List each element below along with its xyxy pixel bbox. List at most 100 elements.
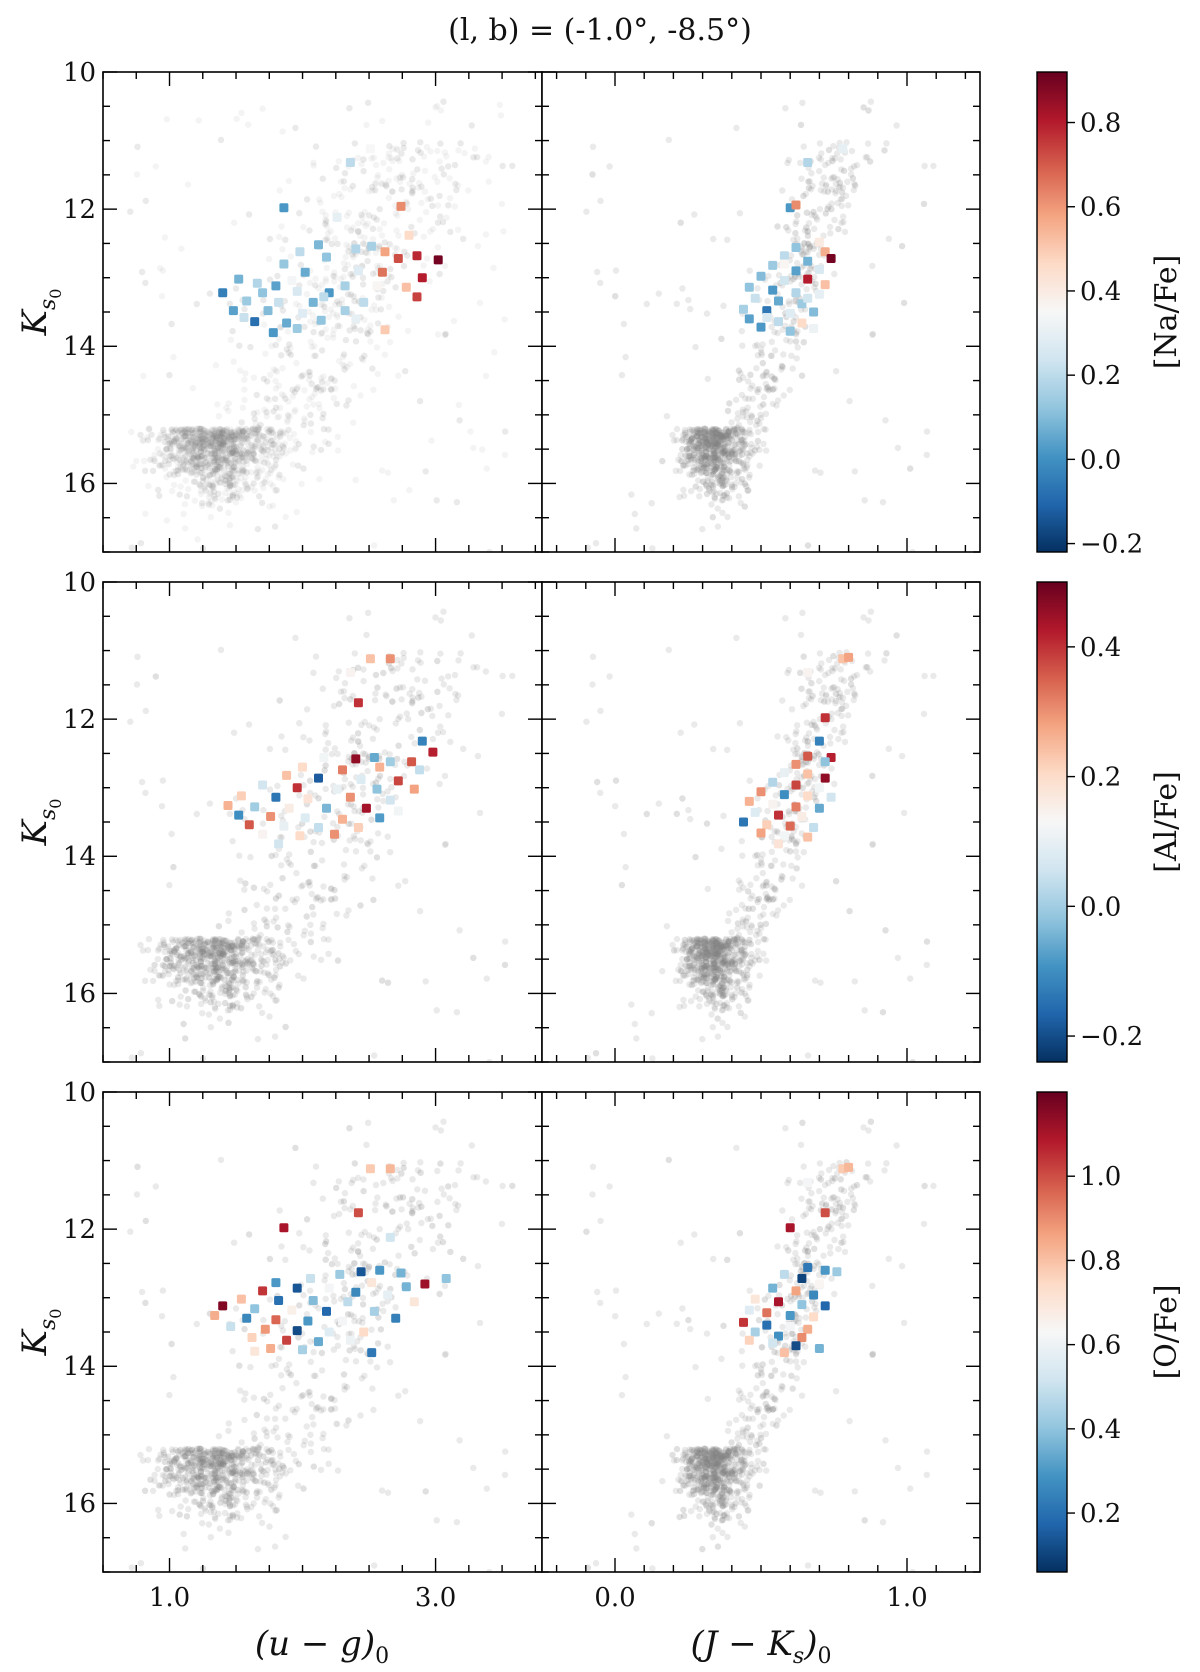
background-point: [465, 187, 472, 194]
background-point: [311, 343, 318, 350]
background-point: [277, 429, 284, 436]
background-point: [147, 431, 155, 438]
background-point: [223, 432, 230, 440]
background-point: [281, 440, 288, 447]
background-point: [261, 479, 268, 486]
background-point: [364, 331, 372, 338]
background-point: [256, 442, 263, 449]
background-point: [218, 430, 226, 437]
background-point: [754, 437, 762, 445]
background-point: [800, 143, 807, 150]
background-point: [826, 223, 834, 231]
background-point: [216, 439, 224, 446]
background-point: [195, 442, 202, 449]
background-point: [205, 481, 213, 488]
figure-title: (l, b) = (-1.0°, -8.5°): [448, 13, 752, 48]
background-point: [835, 225, 842, 233]
background-point: [212, 459, 219, 466]
background-point: [724, 236, 731, 243]
background-point: [237, 367, 244, 374]
star-point: [242, 296, 252, 306]
background-point: [251, 487, 258, 494]
background-point: [216, 505, 224, 512]
background-point: [333, 400, 340, 408]
background-point: [201, 445, 208, 452]
background-point: [179, 462, 187, 469]
star-point: [791, 200, 801, 210]
background-point: [388, 154, 395, 162]
background-point: [804, 232, 812, 239]
background-point: [726, 400, 733, 407]
background-point: [380, 287, 387, 295]
background-point: [207, 498, 215, 505]
background-point: [869, 331, 876, 339]
background-point: [209, 482, 217, 490]
background-point: [152, 163, 159, 170]
background-point: [265, 255, 273, 263]
background-point: [319, 175, 326, 182]
background-point: [248, 455, 255, 462]
background-point: [205, 462, 212, 469]
background-point: [372, 180, 379, 187]
background-point: [211, 456, 218, 463]
background-point: [344, 261, 352, 269]
background-point: [259, 105, 266, 112]
background-point: [198, 439, 206, 446]
background-point: [396, 178, 404, 185]
background-points: [127, 98, 516, 552]
star-point: [292, 286, 302, 296]
background-point: [305, 376, 313, 383]
background-point: [168, 440, 176, 448]
background-point: [157, 450, 164, 457]
background-point: [420, 262, 427, 269]
background-point: [207, 478, 214, 485]
background-point: [213, 432, 220, 439]
background-point: [205, 493, 213, 500]
background-point: [191, 439, 199, 446]
background-point: [212, 433, 219, 440]
background-point: [417, 139, 424, 146]
background-point: [869, 262, 876, 270]
background-point: [220, 467, 228, 474]
background-point: [440, 171, 447, 178]
background-point: [385, 194, 392, 201]
star-point: [809, 324, 819, 333]
background-point: [235, 470, 242, 477]
background-point: [780, 351, 787, 358]
background-point: [232, 431, 239, 438]
background-point: [258, 441, 265, 448]
background-point: [381, 239, 388, 246]
background-point: [307, 411, 314, 418]
background-point: [235, 457, 243, 464]
background-point: [211, 450, 218, 458]
background-point: [339, 353, 347, 360]
background-point: [249, 447, 256, 454]
background-point: [269, 429, 276, 436]
background-point: [825, 146, 833, 154]
background-point: [227, 430, 234, 437]
star-point: [797, 318, 807, 328]
background-point: [838, 219, 845, 226]
background-point: [279, 246, 286, 253]
background-point: [295, 440, 302, 448]
background-point: [292, 444, 299, 451]
background-point: [257, 446, 265, 453]
background-point: [597, 279, 604, 287]
background-point: [455, 401, 463, 409]
background-point: [147, 456, 154, 463]
background-point: [426, 278, 433, 285]
background-point: [205, 501, 213, 508]
background-point: [181, 453, 189, 460]
background-point: [306, 279, 314, 287]
background-point: [369, 365, 376, 372]
background-point: [470, 444, 477, 452]
background-point: [160, 426, 167, 434]
background-point: [374, 320, 382, 327]
background-point: [205, 428, 212, 436]
background-point: [203, 441, 211, 449]
background-point: [362, 222, 370, 229]
background-point: [631, 510, 638, 518]
background-point: [400, 262, 408, 270]
background-point: [433, 102, 441, 110]
background-point: [255, 425, 263, 432]
